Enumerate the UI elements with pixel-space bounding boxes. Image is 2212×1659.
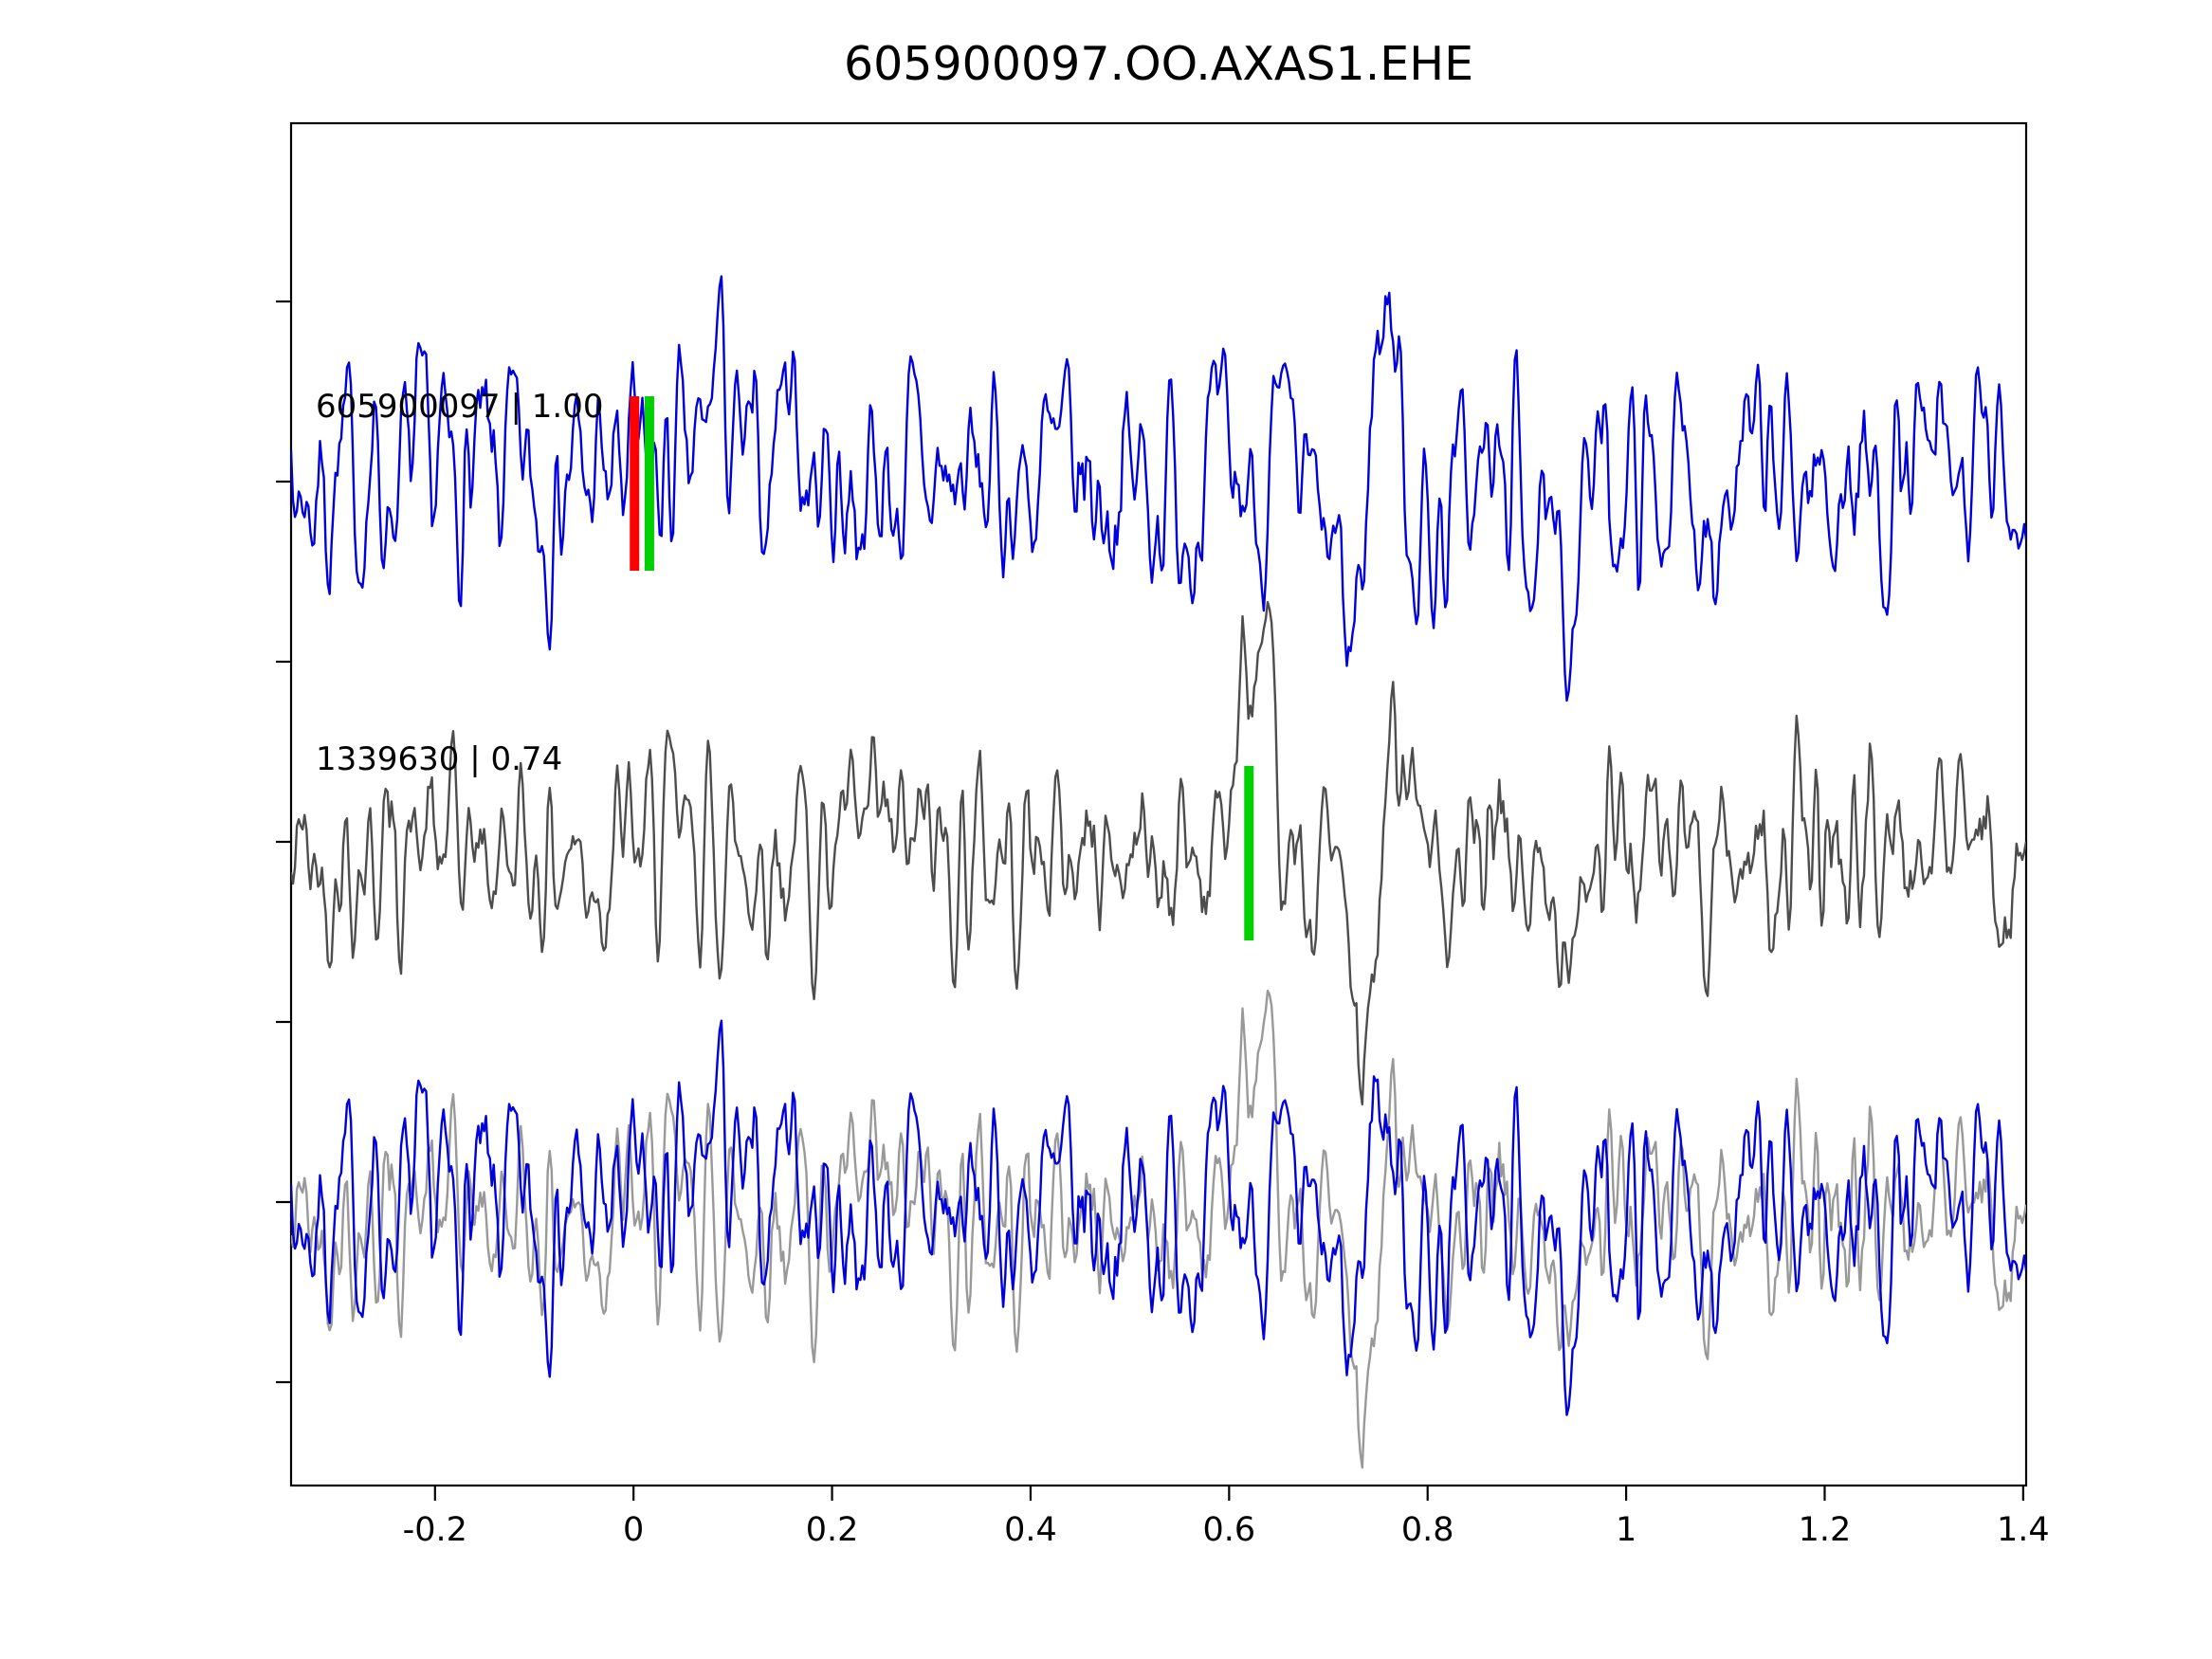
trace-label-template: 1339630 | 0.74 (316, 740, 562, 778)
plot-content: -0.2 0 0.2 0.4 0.6 0.8 1 1.2 1.4 (276, 275, 2050, 1549)
x-tick-label: 1.4 (1997, 1511, 2050, 1549)
chart-title: 605900097.OO.AXAS1.EHE (844, 37, 1473, 91)
plot-frame (289, 121, 2028, 1487)
waveform-detection-overlay (291, 1019, 2026, 1416)
trace-label-detection: 605900097 | 1.00 (316, 388, 603, 426)
x-tick-label: 1 (1616, 1511, 1636, 1549)
waveform-detection-waveform (291, 275, 2026, 702)
x-tick-label: 0.4 (1004, 1511, 1057, 1549)
x-tick-label: 0.8 (1401, 1511, 1454, 1549)
x-tick-label: -0.2 (403, 1511, 467, 1549)
x-tick-label: 0 (623, 1511, 644, 1549)
x-tick-label: 0.2 (806, 1511, 859, 1549)
x-tick-label: 1.2 (1799, 1511, 1852, 1549)
x-tick-label: 0.6 (1202, 1511, 1255, 1549)
waveform-template-waveform (291, 601, 2026, 1106)
